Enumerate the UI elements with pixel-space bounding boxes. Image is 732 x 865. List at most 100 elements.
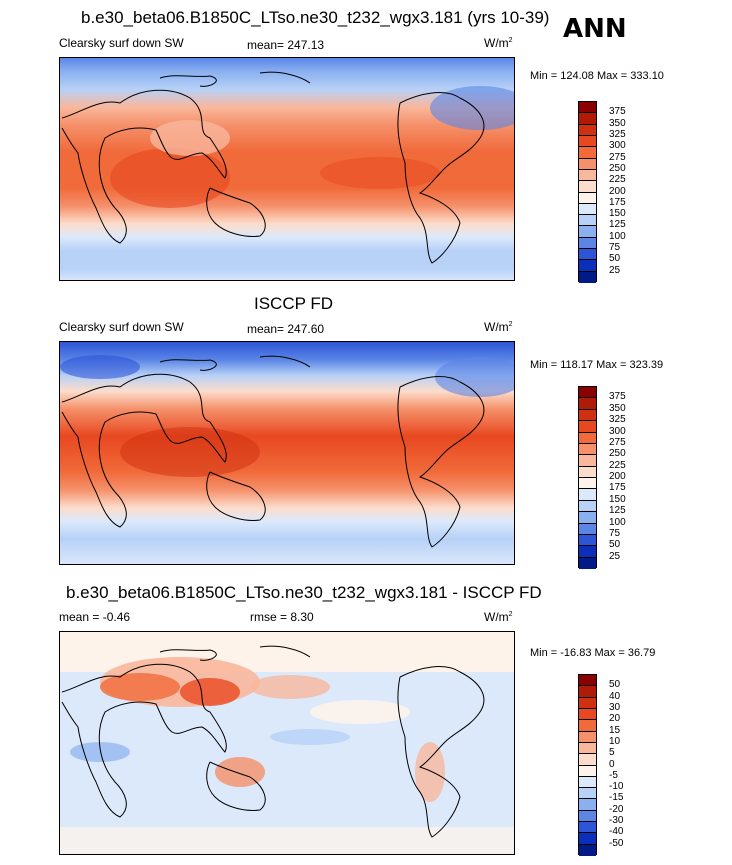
season-label: ANN <box>563 14 627 44</box>
colorbar-tick-label: 275 <box>609 151 626 163</box>
colorbar-box <box>579 387 596 399</box>
colorbar-tick-label: 325 <box>609 414 626 426</box>
colorbar-tick-label: 250 <box>609 162 626 174</box>
colorbar-tick-label: 5 <box>609 747 615 759</box>
colorbar-tick-label: 375 <box>609 391 626 403</box>
panel-3-map <box>59 631 515 855</box>
colorbar-tick-label: 30 <box>609 701 621 713</box>
panel-2-mean-label: mean= 247.60 <box>247 322 325 336</box>
panel-1-units: W/m2 <box>484 36 513 50</box>
colorbar-tick-label: 25 <box>609 264 621 276</box>
colorbar-tick-label: 275 <box>609 436 626 448</box>
colorbar-box <box>579 720 596 732</box>
colorbar-tick-label: 100 <box>609 516 626 528</box>
colorbar-tick-label: -50 <box>609 837 624 849</box>
colorbar-tick-label: -10 <box>609 781 624 793</box>
colorbar-box <box>579 512 596 524</box>
colorbar-tick-label: -40 <box>609 826 624 838</box>
colorbar-box <box>579 215 596 227</box>
colorbar-tick-label: 20 <box>609 713 621 725</box>
colorbar-tick-label: 375 <box>609 106 626 118</box>
panel-2-units: W/m2 <box>484 320 513 334</box>
colorbar-box <box>579 147 596 159</box>
colorbar-box <box>579 135 596 148</box>
colorbar-tick-label: 300 <box>609 425 626 437</box>
panel-3-units: W/m2 <box>484 610 513 624</box>
colorbar-box <box>579 124 596 136</box>
colorbar-box <box>579 557 596 569</box>
colorbar-tick-label: -15 <box>609 792 624 804</box>
colorbar-tick-label: -20 <box>609 803 624 815</box>
colorbar-box <box>579 833 596 845</box>
colorbar-tick-label: 325 <box>609 128 626 140</box>
colorbar-box <box>579 443 596 456</box>
colorbar-tick-label: 175 <box>609 196 626 208</box>
colorbar-box <box>579 113 596 125</box>
colorbar-tick-label: 100 <box>609 230 626 242</box>
colorbar-box <box>579 226 596 238</box>
panel-2-map <box>59 341 515 565</box>
colorbar-tick-label: 75 <box>609 527 621 539</box>
colorbar-tick-label: 75 <box>609 242 621 254</box>
colorbar-box <box>579 260 596 272</box>
colorbar-box <box>579 237 596 250</box>
colorbar-box <box>579 181 596 193</box>
panel-1-variable-label: Clearsky surf down SW <box>59 36 184 50</box>
colorbar-tick-label: 300 <box>609 140 626 152</box>
panel-2-variable-label: Clearsky surf down SW <box>59 320 184 334</box>
colorbar-box <box>579 742 596 755</box>
colorbar-box <box>579 409 596 422</box>
colorbar-box <box>579 523 596 535</box>
panel-3-minmax: Min = -16.83 Max = 36.79 <box>530 647 656 659</box>
colorbar-tick-label: 150 <box>609 208 626 220</box>
colorbar-box <box>579 432 596 444</box>
colorbar-box <box>579 169 596 182</box>
panel-3-colorbar <box>578 674 597 856</box>
colorbar-box <box>579 249 596 261</box>
colorbar-tick-label: 200 <box>609 471 626 482</box>
colorbar-box <box>579 754 596 766</box>
colorbar-box <box>579 708 596 721</box>
panel-1-map <box>59 57 515 281</box>
panel-2-title: ISCCP FD <box>254 294 334 313</box>
colorbar-box <box>579 102 596 114</box>
panel-1-title: b.e30_beta06.B1850C_LTso.ne30_t232_wgx3.… <box>81 8 550 27</box>
panel-3-title: b.e30_beta06.B1850C_LTso.ne30_t232_wgx3.… <box>66 583 542 602</box>
colorbar-tick-label: 350 <box>609 117 626 129</box>
colorbar-tick-label: -30 <box>609 815 624 827</box>
colorbar-box <box>579 489 596 501</box>
colorbar-box <box>579 799 596 811</box>
colorbar-box <box>579 844 596 856</box>
colorbar-box <box>579 776 596 789</box>
panel-1-colorbar <box>578 101 597 283</box>
colorbar-tick-label: 225 <box>609 459 626 471</box>
colorbar-tick-label: 50 <box>609 679 621 691</box>
panel-1-minmax: Min = 124.08 Max = 333.10 <box>530 70 664 82</box>
colorbar-box <box>579 697 596 709</box>
colorbar-box <box>579 203 596 216</box>
colorbar-tick-label: 200 <box>609 185 626 197</box>
colorbar-box <box>579 822 596 834</box>
colorbar-tick-label: 50 <box>609 539 621 551</box>
colorbar-box <box>579 478 596 490</box>
colorbar-tick-label: 125 <box>609 505 626 517</box>
colorbar-tick-label: 225 <box>609 174 626 186</box>
panel-2-minmax: Min = 118.17 Max = 323.39 <box>530 359 664 371</box>
colorbar-tick-label: 125 <box>609 219 626 231</box>
colorbar-box <box>579 675 596 687</box>
colorbar-tick-label: 175 <box>609 482 626 494</box>
panel-1-mean-label: mean= 247.13 <box>247 38 325 52</box>
colorbar-tick-label: 150 <box>609 493 626 505</box>
colorbar-box <box>579 546 596 558</box>
colorbar-box <box>579 534 596 547</box>
colorbar-box <box>579 788 596 800</box>
colorbar-box <box>579 686 596 698</box>
colorbar-box <box>579 271 596 283</box>
panel-3-mean-label: mean = -0.46 <box>59 610 131 624</box>
colorbar-tick-label: 25 <box>609 550 621 562</box>
colorbar-tick-label: 0 <box>609 758 615 770</box>
colorbar-tick-label: 15 <box>609 724 621 736</box>
colorbar-tick-label: -5 <box>609 769 618 781</box>
colorbar-box <box>579 398 596 410</box>
colorbar-box <box>579 810 596 823</box>
